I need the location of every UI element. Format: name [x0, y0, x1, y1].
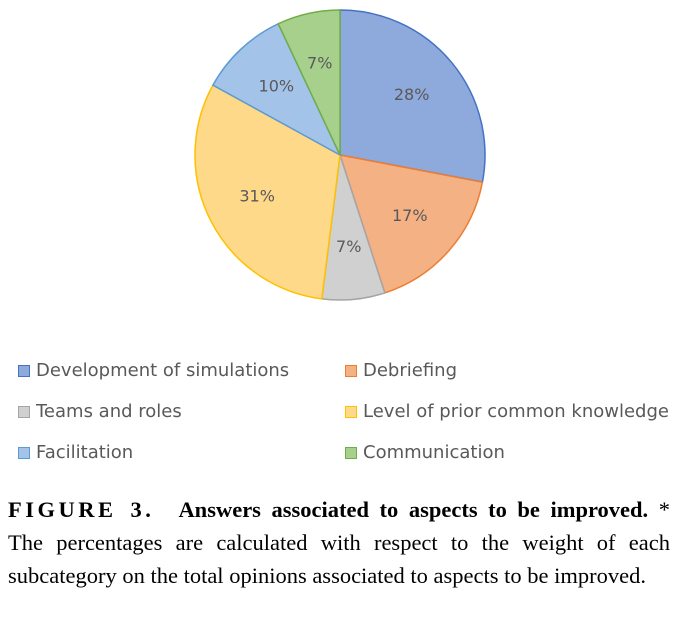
legend-label: Facilitation [36, 442, 134, 463]
data-label: 10% [259, 77, 295, 96]
legend-item-communication: Communication [345, 440, 675, 465]
legend-swatch [18, 405, 30, 418]
data-label: 28% [394, 85, 430, 104]
legend-item-facilitation: Facilitation [18, 440, 345, 465]
pie-slice-level-of-prior-common-knowledge [194, 84, 341, 300]
data-label: 7% [307, 54, 332, 73]
figure-caption: FIGURE 3. Answers associated to aspects t… [8, 493, 670, 592]
figure-title: Answers associated to aspects to be impr… [178, 497, 649, 522]
data-label: 7% [336, 237, 361, 256]
figure-label: FIGURE 3. [8, 497, 155, 522]
legend-swatch [345, 405, 357, 418]
legend-swatch [345, 364, 357, 377]
legend-item-level-of-prior-common-knowledge: Level of prior common knowledge [345, 399, 675, 424]
pie-slice-debriefing [338, 154, 484, 294]
figure-caption-body: * The percentages are calculated with re… [8, 497, 670, 588]
legend-label: Level of prior common knowledge [363, 401, 669, 422]
legend-label: Teams and roles [36, 401, 182, 422]
legend-swatch [345, 446, 357, 459]
legend: Development of simulations Debriefing Te… [18, 358, 677, 465]
legend-label: Development of simulations [36, 360, 290, 381]
pie-slice-facilitation [211, 22, 342, 157]
legend-item-development-of-simulations: Development of simulations [18, 358, 345, 383]
legend-swatch [18, 446, 30, 459]
legend-item-teams-and-roles: Teams and roles [18, 399, 345, 424]
legend-label: Communication [363, 442, 505, 463]
legend-item-debriefing: Debriefing [345, 358, 675, 383]
legend-label: Debriefing [363, 360, 458, 381]
data-label: 31% [239, 187, 275, 206]
pie-chart: 28% 17% 7% 31% 10% 7% [194, 9, 486, 301]
data-label: 17% [392, 206, 428, 225]
pie-slice-development-of-simulations [339, 9, 486, 184]
legend-swatch [18, 364, 30, 377]
pie-slice-communication [277, 9, 341, 156]
